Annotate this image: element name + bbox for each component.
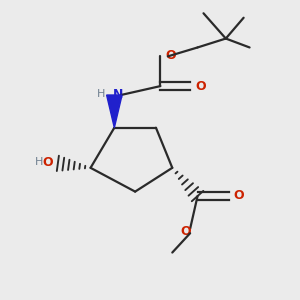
Text: O: O xyxy=(43,156,53,169)
Text: H: H xyxy=(34,158,43,167)
Text: N: N xyxy=(113,88,123,100)
Text: H: H xyxy=(97,89,105,99)
Text: O: O xyxy=(196,80,206,93)
Polygon shape xyxy=(106,95,122,128)
Text: O: O xyxy=(166,49,176,62)
Text: O: O xyxy=(233,189,244,202)
Text: O: O xyxy=(180,225,191,238)
